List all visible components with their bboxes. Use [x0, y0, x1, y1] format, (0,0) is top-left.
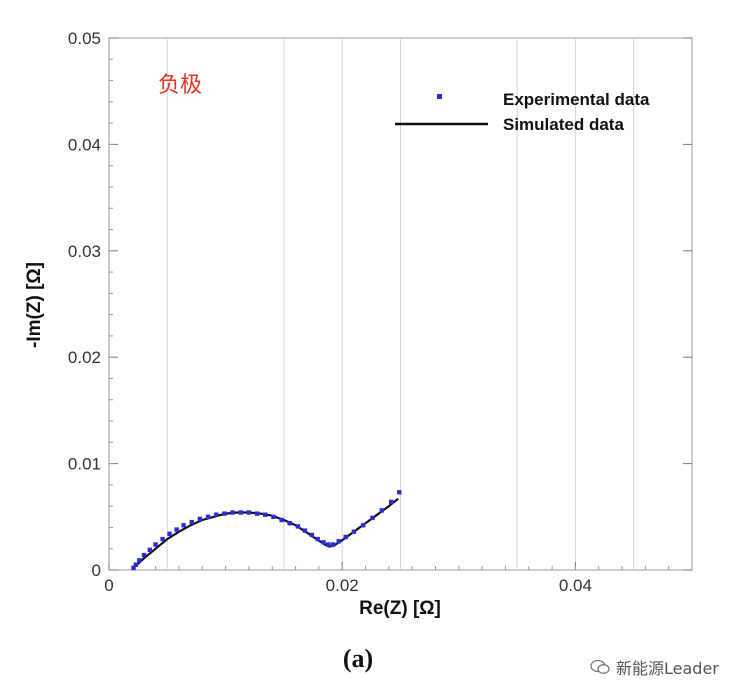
- y-axis-title: -Im(Z) [Ω]: [24, 262, 45, 348]
- data-point-experimental: [321, 540, 326, 545]
- data-point-experimental: [343, 534, 348, 540]
- data-point-experimental: [295, 524, 301, 529]
- data-point-experimental: [315, 536, 320, 542]
- data-point-experimental: [230, 510, 235, 515]
- y-tick-label: 0: [92, 561, 101, 580]
- data-point-experimental: [287, 521, 292, 526]
- panel-label: (a): [342, 644, 374, 673]
- data-point-experimental: [309, 532, 315, 538]
- tick-labels: 0 0.02 0.04 0 0.01 0.02 0.03 0.04 0.05: [68, 29, 592, 595]
- y-tick-label: 0.03: [68, 242, 101, 261]
- x-axis-title: Re(Z) [Ω]: [359, 598, 441, 619]
- x-tick-label: 0.04: [559, 576, 592, 595]
- data-point-experimental: [214, 512, 219, 517]
- axis-ticks: [108, 37, 692, 571]
- data-point-experimental: [205, 514, 211, 519]
- data-point-experimental: [302, 528, 308, 533]
- legend-label-simulated: Simulated data: [503, 115, 624, 134]
- data-point-experimental: [370, 515, 375, 521]
- wechat-icon: [590, 659, 610, 674]
- y-tick-label: 0.02: [68, 348, 101, 367]
- series-layer: [131, 490, 402, 571]
- chart: 0 0.02 0.04 0 0.01 0.02 0.03 0.04 0.05 负极 Experi…: [24, 29, 693, 619]
- data-point-experimental: [336, 539, 341, 544]
- data-point-experimental: [137, 558, 142, 563]
- data-point-experimental: [271, 514, 276, 519]
- data-point-experimental: [246, 510, 252, 515]
- watermark-text: 新能源Leader: [616, 659, 719, 678]
- data-point-experimental: [141, 552, 147, 558]
- annotation-text: 负极: [158, 73, 202, 98]
- data-point-experimental: [397, 490, 402, 495]
- data-point-experimental: [181, 523, 186, 528]
- y-tick-label: 0.05: [68, 29, 101, 48]
- data-point-experimental: [389, 499, 394, 505]
- data-point-experimental: [263, 512, 268, 517]
- data-point-experimental: [279, 517, 284, 523]
- data-point-experimental: [160, 536, 165, 542]
- legend: Experimental data Simulated data: [395, 90, 650, 134]
- data-point-experimental: [326, 542, 331, 547]
- y-tick-label: 0.04: [68, 135, 101, 154]
- data-point-experimental: [351, 529, 357, 534]
- data-point-experimental: [174, 527, 179, 532]
- legend-marker-experimental: [437, 94, 442, 99]
- data-point-experimental: [147, 547, 152, 552]
- data-point-experimental: [222, 511, 227, 516]
- y-tick-label: 0.01: [68, 455, 101, 474]
- data-point-experimental: [379, 508, 384, 513]
- data-point-experimental: [361, 523, 366, 528]
- data-point-experimental: [153, 542, 158, 547]
- data-point-experimental: [131, 565, 136, 571]
- legend-label-experimental: Experimental data: [503, 90, 650, 109]
- data-point-experimental: [238, 510, 243, 515]
- watermark: 新能源Leader: [590, 655, 719, 679]
- series-line-simulated: [131, 497, 399, 570]
- x-tick-label: 0.02: [326, 576, 359, 595]
- data-point-experimental: [330, 542, 336, 547]
- data-point-experimental: [254, 511, 260, 516]
- data-point-experimental: [133, 562, 138, 567]
- x-tick-label: 0: [104, 576, 113, 595]
- gridlines: [166, 38, 635, 570]
- data-point-experimental: [167, 531, 172, 536]
- data-point-experimental: [189, 519, 194, 525]
- data-point-experimental: [197, 516, 203, 522]
